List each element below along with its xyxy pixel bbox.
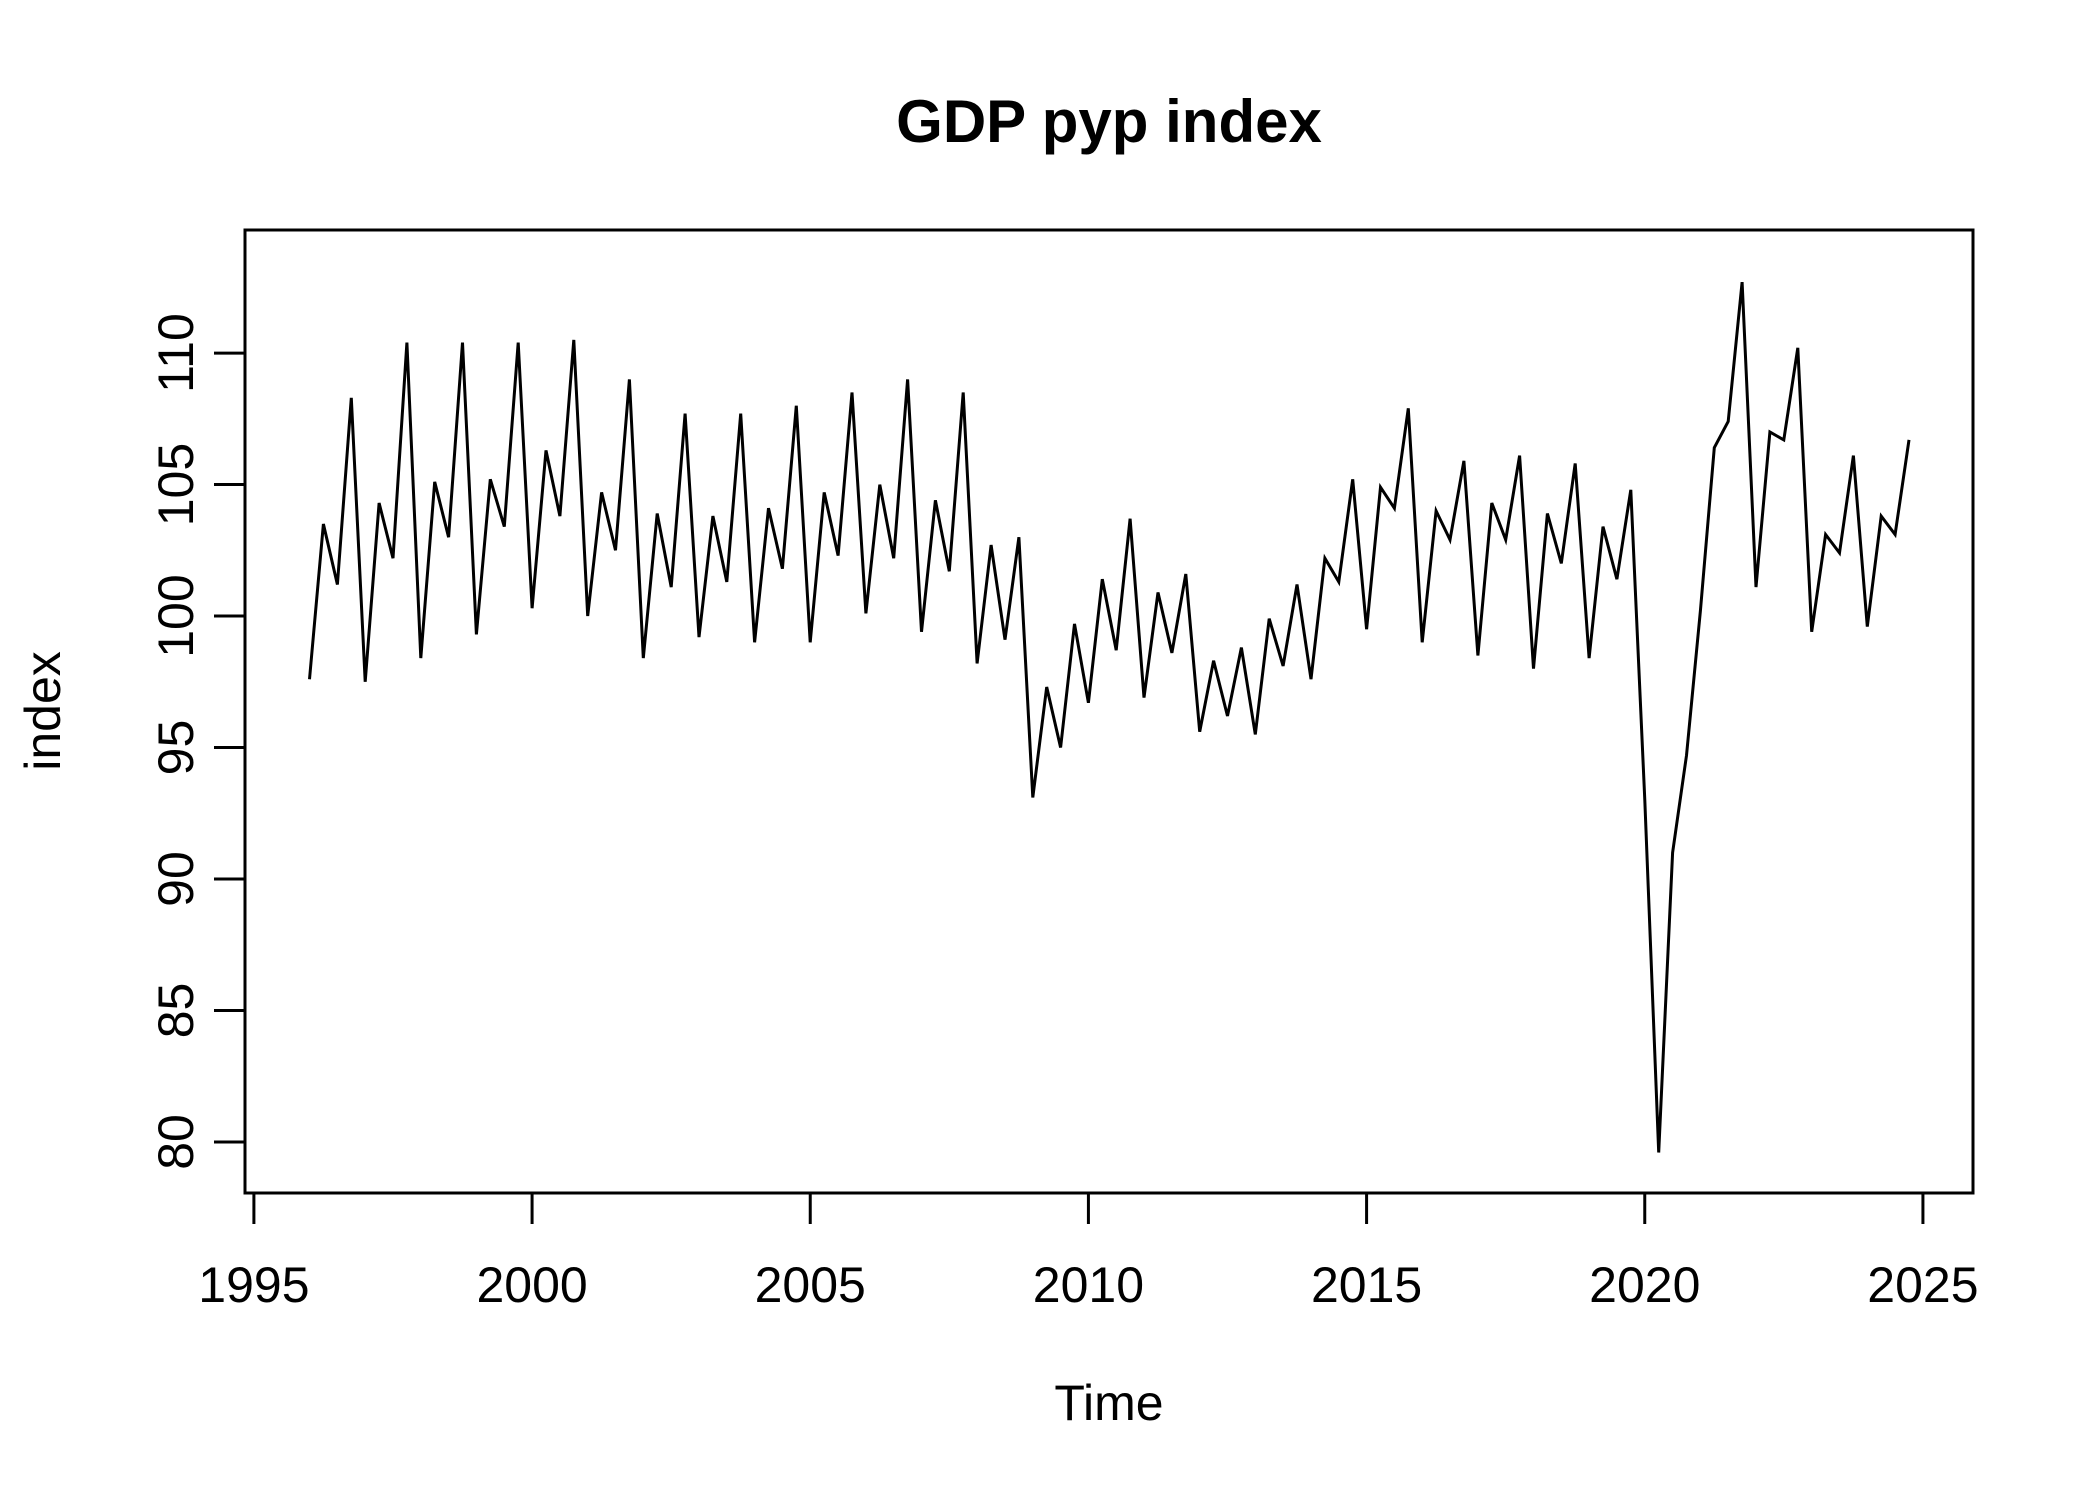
y-ticks: 80 85 90 95 100 105 110 <box>148 313 245 1170</box>
x-axis-label: Time <box>1054 1375 1163 1431</box>
y-tick-label: 105 <box>148 443 204 526</box>
x-tick-label: 2025 <box>1867 1257 1978 1313</box>
y-tick-label: 110 <box>148 313 204 393</box>
chart-title: GDP pyp index <box>896 88 1322 155</box>
x-tick-label: 2010 <box>1033 1257 1144 1313</box>
x-tick-label: 2020 <box>1589 1257 1700 1313</box>
x-axis: 1995 2000 2005 2010 2015 2020 2025 Time <box>198 1193 1979 1431</box>
x-tick-label: 2000 <box>476 1257 587 1313</box>
y-tick-label: 95 <box>148 720 204 776</box>
x-tick-label: 2015 <box>1311 1257 1422 1313</box>
x-ticks: 1995 2000 2005 2010 2015 2020 2025 <box>198 1193 1979 1313</box>
y-axis: 80 85 90 95 100 105 110 index <box>15 313 245 1170</box>
y-tick-label: 85 <box>148 983 204 1039</box>
plot-box <box>243 228 1975 1195</box>
y-tick-label: 100 <box>148 574 204 657</box>
data-line <box>308 281 1911 1153</box>
x-tick-label: 2005 <box>755 1257 866 1313</box>
x-tick-label: 1995 <box>198 1257 309 1313</box>
y-tick-label: 80 <box>148 1114 204 1170</box>
y-axis-label: index <box>15 651 71 771</box>
y-tick-label: 90 <box>148 851 204 907</box>
